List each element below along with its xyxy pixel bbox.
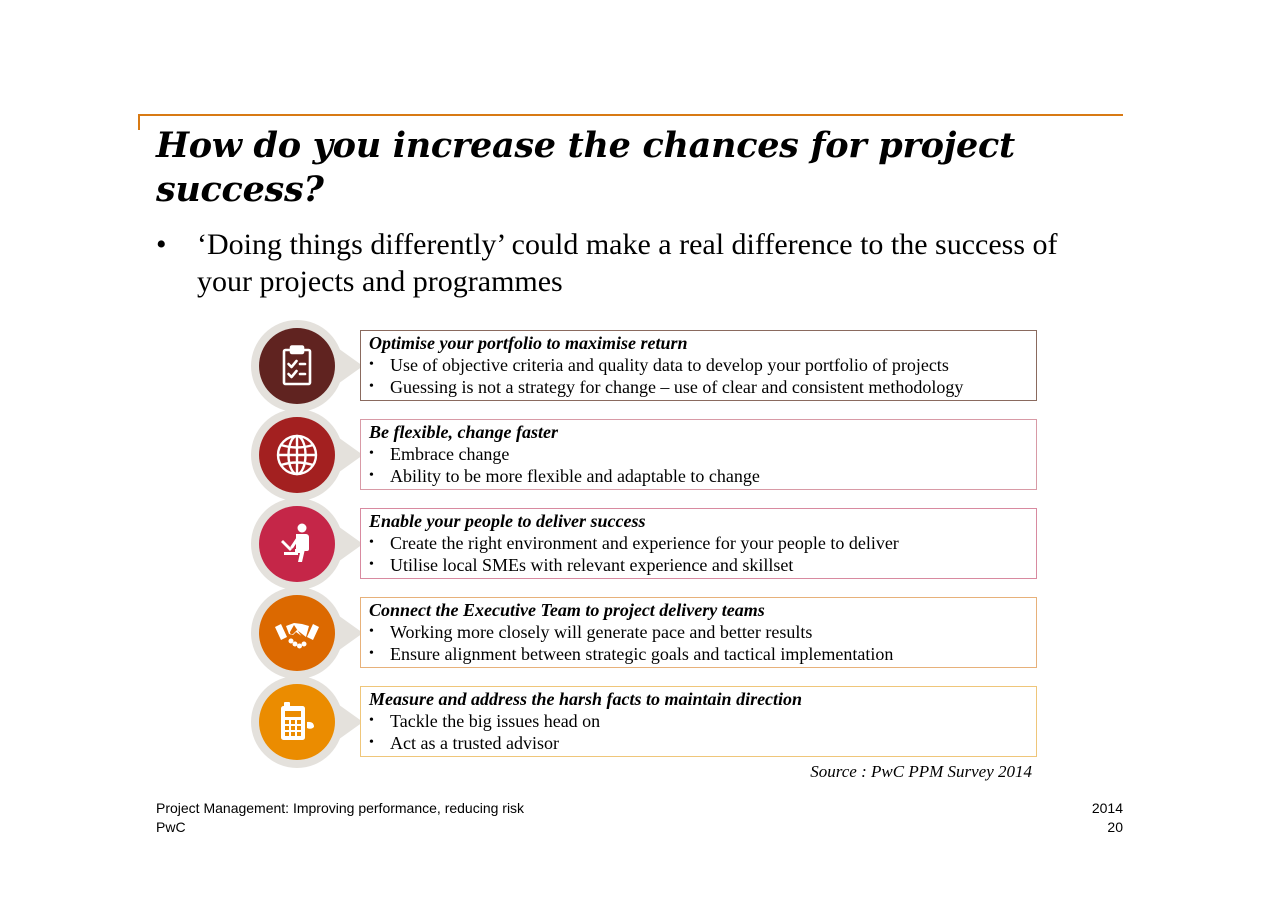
footer-year: 2014	[1091, 800, 1123, 816]
success-factor-heading: Connect the Executive Team to project de…	[369, 600, 765, 620]
callout-pointer	[335, 435, 363, 475]
success-factor-point: Ability to be more flexible and adaptabl…	[369, 465, 1036, 487]
title-rule	[138, 114, 1123, 130]
callout-pointer	[335, 613, 363, 653]
success-factor-box: Measure and address the harsh facts to m…	[360, 686, 1037, 757]
handshake-icon	[259, 595, 335, 671]
success-factor-point: Create the right environment and experie…	[369, 532, 1036, 554]
success-factor-point: Tackle the big issues head on	[369, 710, 1036, 732]
bullet-marker: •	[156, 228, 167, 261]
person-at-laptop-icon	[259, 506, 335, 582]
success-factor-item: Be flexible, change faster Embrace chang…	[251, 409, 1041, 501]
source-note: Source : PwC PPM Survey 2014	[810, 762, 1032, 781]
success-factor-box: Enable your people to deliver success Cr…	[360, 508, 1037, 579]
slide-title: How do you increase the chances for proj…	[156, 125, 1015, 210]
success-factor-box: Optimise your portfolio to maximise retu…	[360, 330, 1037, 401]
success-factor-heading: Optimise your portfolio to maximise retu…	[369, 333, 688, 353]
success-factor-list: Optimise your portfolio to maximise retu…	[251, 320, 1041, 770]
footer-document-title: Project Management: Improving performanc…	[156, 800, 525, 816]
success-factor-box: Be flexible, change faster Embrace chang…	[360, 419, 1037, 490]
success-factor-item: Connect the Executive Team to project de…	[251, 587, 1041, 679]
success-factor-box: Connect the Executive Team to project de…	[360, 597, 1037, 668]
success-factor-heading: Be flexible, change faster	[369, 422, 558, 442]
success-factor-point: Guessing is not a strategy for change – …	[369, 376, 1036, 398]
success-factor-heading: Measure and address the harsh facts to m…	[369, 689, 803, 709]
success-factor-item: Optimise your portfolio to maximise retu…	[251, 320, 1041, 412]
intro-bullet: • ‘Doing things differently’ could make …	[156, 226, 1116, 300]
clipboard-checklist-icon	[259, 328, 335, 404]
success-factor-point: Ensure alignment between strategic goals…	[369, 643, 1036, 665]
success-factor-item: Measure and address the harsh facts to m…	[251, 676, 1041, 768]
calculator-icon	[259, 684, 335, 760]
globe-icon	[259, 417, 335, 493]
page-number: 20	[1107, 819, 1123, 835]
callout-pointer	[335, 524, 363, 564]
callout-pointer	[335, 702, 363, 742]
success-factor-point: Act as a trusted advisor	[369, 732, 1036, 754]
success-factor-heading: Enable your people to deliver success	[369, 511, 646, 531]
success-factor-point: Embrace change	[369, 443, 1036, 465]
intro-text: ‘Doing things differently’ could make a …	[197, 228, 1058, 298]
success-factor-point: Utilise local SMEs with relevant experie…	[369, 554, 1036, 576]
success-factor-point: Working more closely will generate pace …	[369, 621, 1036, 643]
success-factor-point: Use of objective criteria and quality da…	[369, 354, 1036, 376]
callout-pointer	[335, 346, 363, 386]
success-factor-item: Enable your people to deliver success Cr…	[251, 498, 1041, 590]
footer-company: PwC	[156, 819, 186, 835]
